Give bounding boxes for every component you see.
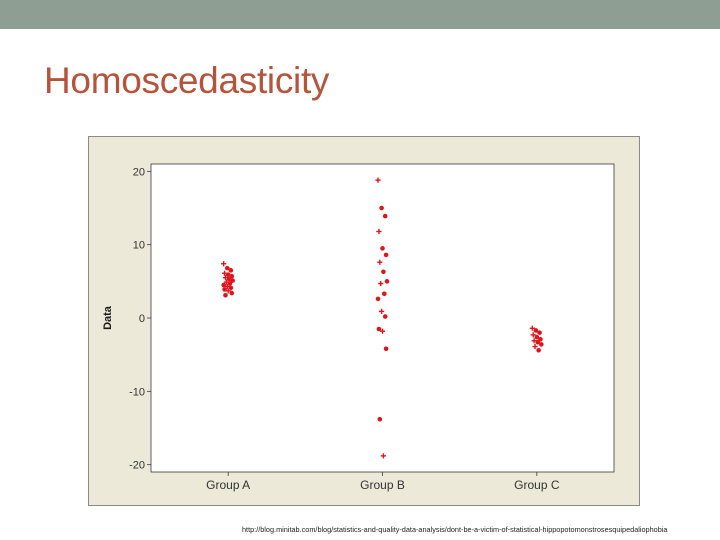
data-point <box>530 332 536 338</box>
data-point <box>382 291 387 297</box>
top-bar <box>0 0 720 29</box>
data-point <box>228 285 234 291</box>
data-point <box>230 278 235 283</box>
data-point <box>221 270 228 276</box>
data-point <box>377 259 383 265</box>
data-point <box>223 292 228 298</box>
data-point <box>529 325 535 331</box>
data-point <box>379 205 384 211</box>
scatter-chart: 20 10 0 -10 -20 Group A Group B Group C Data <box>102 163 615 492</box>
data-point <box>534 334 540 340</box>
data-point <box>535 339 541 345</box>
data-point <box>377 416 383 422</box>
data-point <box>227 281 233 286</box>
data-point <box>376 228 382 235</box>
x-tick-label: Group A <box>206 478 250 492</box>
data-point <box>380 246 385 251</box>
data-point <box>229 290 235 296</box>
y-tick-label: 10 <box>133 240 145 252</box>
data-point <box>383 346 389 352</box>
data-point <box>225 272 231 278</box>
data-point <box>381 269 386 275</box>
data-point <box>382 213 388 219</box>
y-tick-label: -10 <box>129 386 145 398</box>
data-point <box>226 276 232 282</box>
data-point <box>229 273 235 279</box>
plot-area <box>150 163 615 473</box>
data-point <box>383 252 389 258</box>
data-point <box>376 326 382 332</box>
y-axis-label: Data <box>102 305 114 330</box>
data-point <box>537 330 542 335</box>
y-tick-label: 0 <box>139 313 145 325</box>
source-link[interactable]: http://blog.minitab.com/blog/statistics-… <box>242 525 668 534</box>
data-point <box>378 280 384 287</box>
data-point <box>223 279 229 285</box>
data-point <box>224 283 230 290</box>
data-point <box>224 265 230 271</box>
data-point <box>532 344 538 350</box>
data-point <box>539 342 544 347</box>
data-point <box>531 338 537 344</box>
data-point <box>221 261 227 267</box>
data-point <box>222 275 229 281</box>
x-tick-label: Group B <box>360 478 405 492</box>
x-tick-label: Group C <box>514 478 560 492</box>
data-point <box>380 453 386 459</box>
y-tick-label: -20 <box>129 460 145 472</box>
data-point <box>225 288 231 294</box>
data-point <box>384 279 390 284</box>
chart-frame: 20 10 0 -10 -20 Group A Group B Group C Data <box>88 136 640 506</box>
data-point <box>379 328 386 334</box>
data-point <box>536 347 541 353</box>
data-point <box>379 308 385 314</box>
data-point <box>382 314 388 319</box>
y-tick-label: 20 <box>133 166 145 178</box>
data-point <box>375 177 381 183</box>
data-point <box>533 328 539 333</box>
data-point <box>228 268 234 273</box>
data-point <box>538 336 543 342</box>
data-point <box>375 296 381 302</box>
slide-title: Homoscedasticity <box>44 60 330 101</box>
